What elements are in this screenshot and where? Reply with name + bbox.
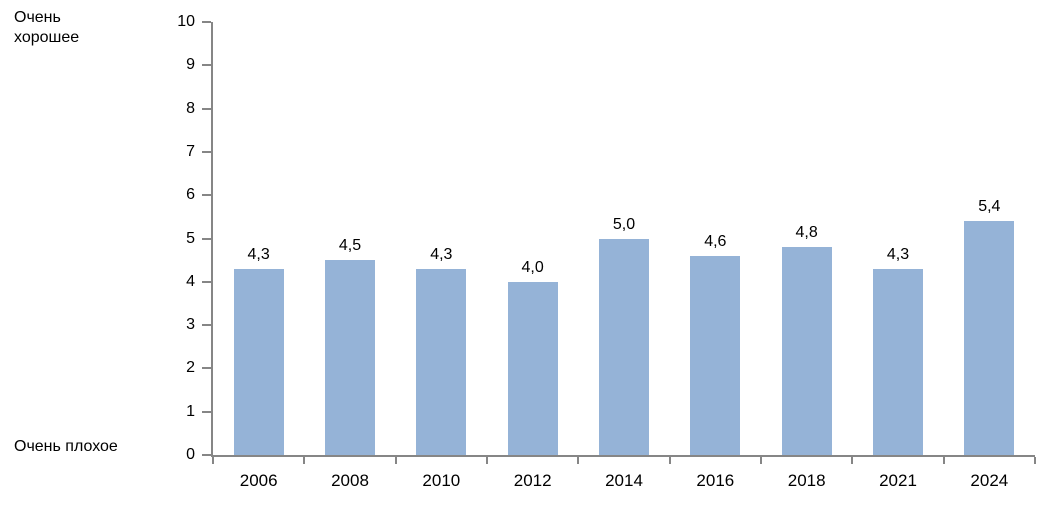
- plot-area: 0 1 2 3 4 5 6 7 8 9 10 4,3 2006 4,5 2008 4,3 2010 4,0 2012…: [177, 13, 1036, 490]
- x-category-label: 2014: [605, 471, 643, 490]
- x-tick: [212, 457, 214, 464]
- y-tick: [202, 454, 211, 456]
- x-tick: [577, 457, 580, 464]
- y-tick-label: 4: [186, 272, 195, 290]
- y-tick: [202, 237, 211, 240]
- bar: [964, 221, 1015, 455]
- y-tick: [202, 64, 211, 67]
- bar: [325, 260, 375, 455]
- bar-value-label: 4,8: [795, 224, 818, 242]
- y-axis-top-label: Очень хорошее: [14, 9, 80, 46]
- x-tick: [851, 457, 854, 464]
- y-tick: [202, 21, 211, 23]
- bar-value-label: 5,0: [612, 215, 636, 233]
- x-category-label: 2006: [239, 471, 278, 490]
- y-tick: [202, 194, 211, 197]
- bar: [690, 255, 741, 455]
- bar: [599, 238, 649, 455]
- x-category-label: 2024: [970, 471, 1009, 490]
- x-tick: [394, 457, 397, 464]
- y-tick: [202, 107, 211, 110]
- x-category-label: 2021: [879, 471, 917, 490]
- bar-value-label: 4,5: [338, 237, 362, 255]
- bar: [233, 268, 284, 455]
- y-axis-bottom-label: Очень плохое: [14, 438, 118, 455]
- bar: [507, 281, 558, 455]
- y-tick-label: 7: [186, 142, 195, 160]
- x-tick: [668, 457, 671, 464]
- y-tick: [202, 367, 211, 370]
- bar-value-label: 4,3: [247, 245, 270, 263]
- x-category-label: 2010: [422, 471, 461, 490]
- y-tick-label: 6: [186, 186, 195, 204]
- y-tick-label: 8: [186, 99, 195, 117]
- bar-value-label: 4,6: [704, 232, 727, 250]
- bar-value-label: 4,3: [430, 245, 453, 263]
- y-tick-label: 0: [186, 446, 195, 463]
- x-tick: [942, 457, 945, 464]
- x-tick: [1034, 457, 1036, 464]
- y-tick-label: 10: [177, 13, 195, 30]
- x-tick: [486, 457, 488, 464]
- bar-value-label: 5,4: [978, 198, 1001, 216]
- y-tick: [202, 324, 211, 327]
- x-tick: [303, 457, 306, 464]
- bar: [781, 247, 832, 455]
- y-tick-label: 9: [186, 56, 195, 74]
- y-tick: [202, 410, 211, 413]
- y-tick-label: 1: [186, 402, 195, 420]
- y-axis-line: [211, 22, 213, 457]
- bar: [873, 268, 923, 455]
- x-category-label: 2018: [787, 471, 826, 490]
- y-tick-label: 2: [186, 359, 195, 377]
- y-tick: [202, 280, 211, 283]
- bar-value-label: 4,0: [521, 258, 544, 276]
- x-category-label: 2008: [331, 471, 369, 490]
- y-tick-label: 3: [186, 316, 195, 334]
- y-tick: [202, 150, 211, 153]
- bar: [416, 268, 467, 455]
- x-tick: [760, 457, 762, 464]
- bar-value-label: 4,3: [886, 245, 910, 263]
- y-tick-label: 5: [186, 229, 195, 247]
- x-category-label: 2012: [513, 471, 552, 490]
- x-category-label: 2016: [696, 471, 735, 490]
- x-axis-line: [211, 455, 1035, 457]
